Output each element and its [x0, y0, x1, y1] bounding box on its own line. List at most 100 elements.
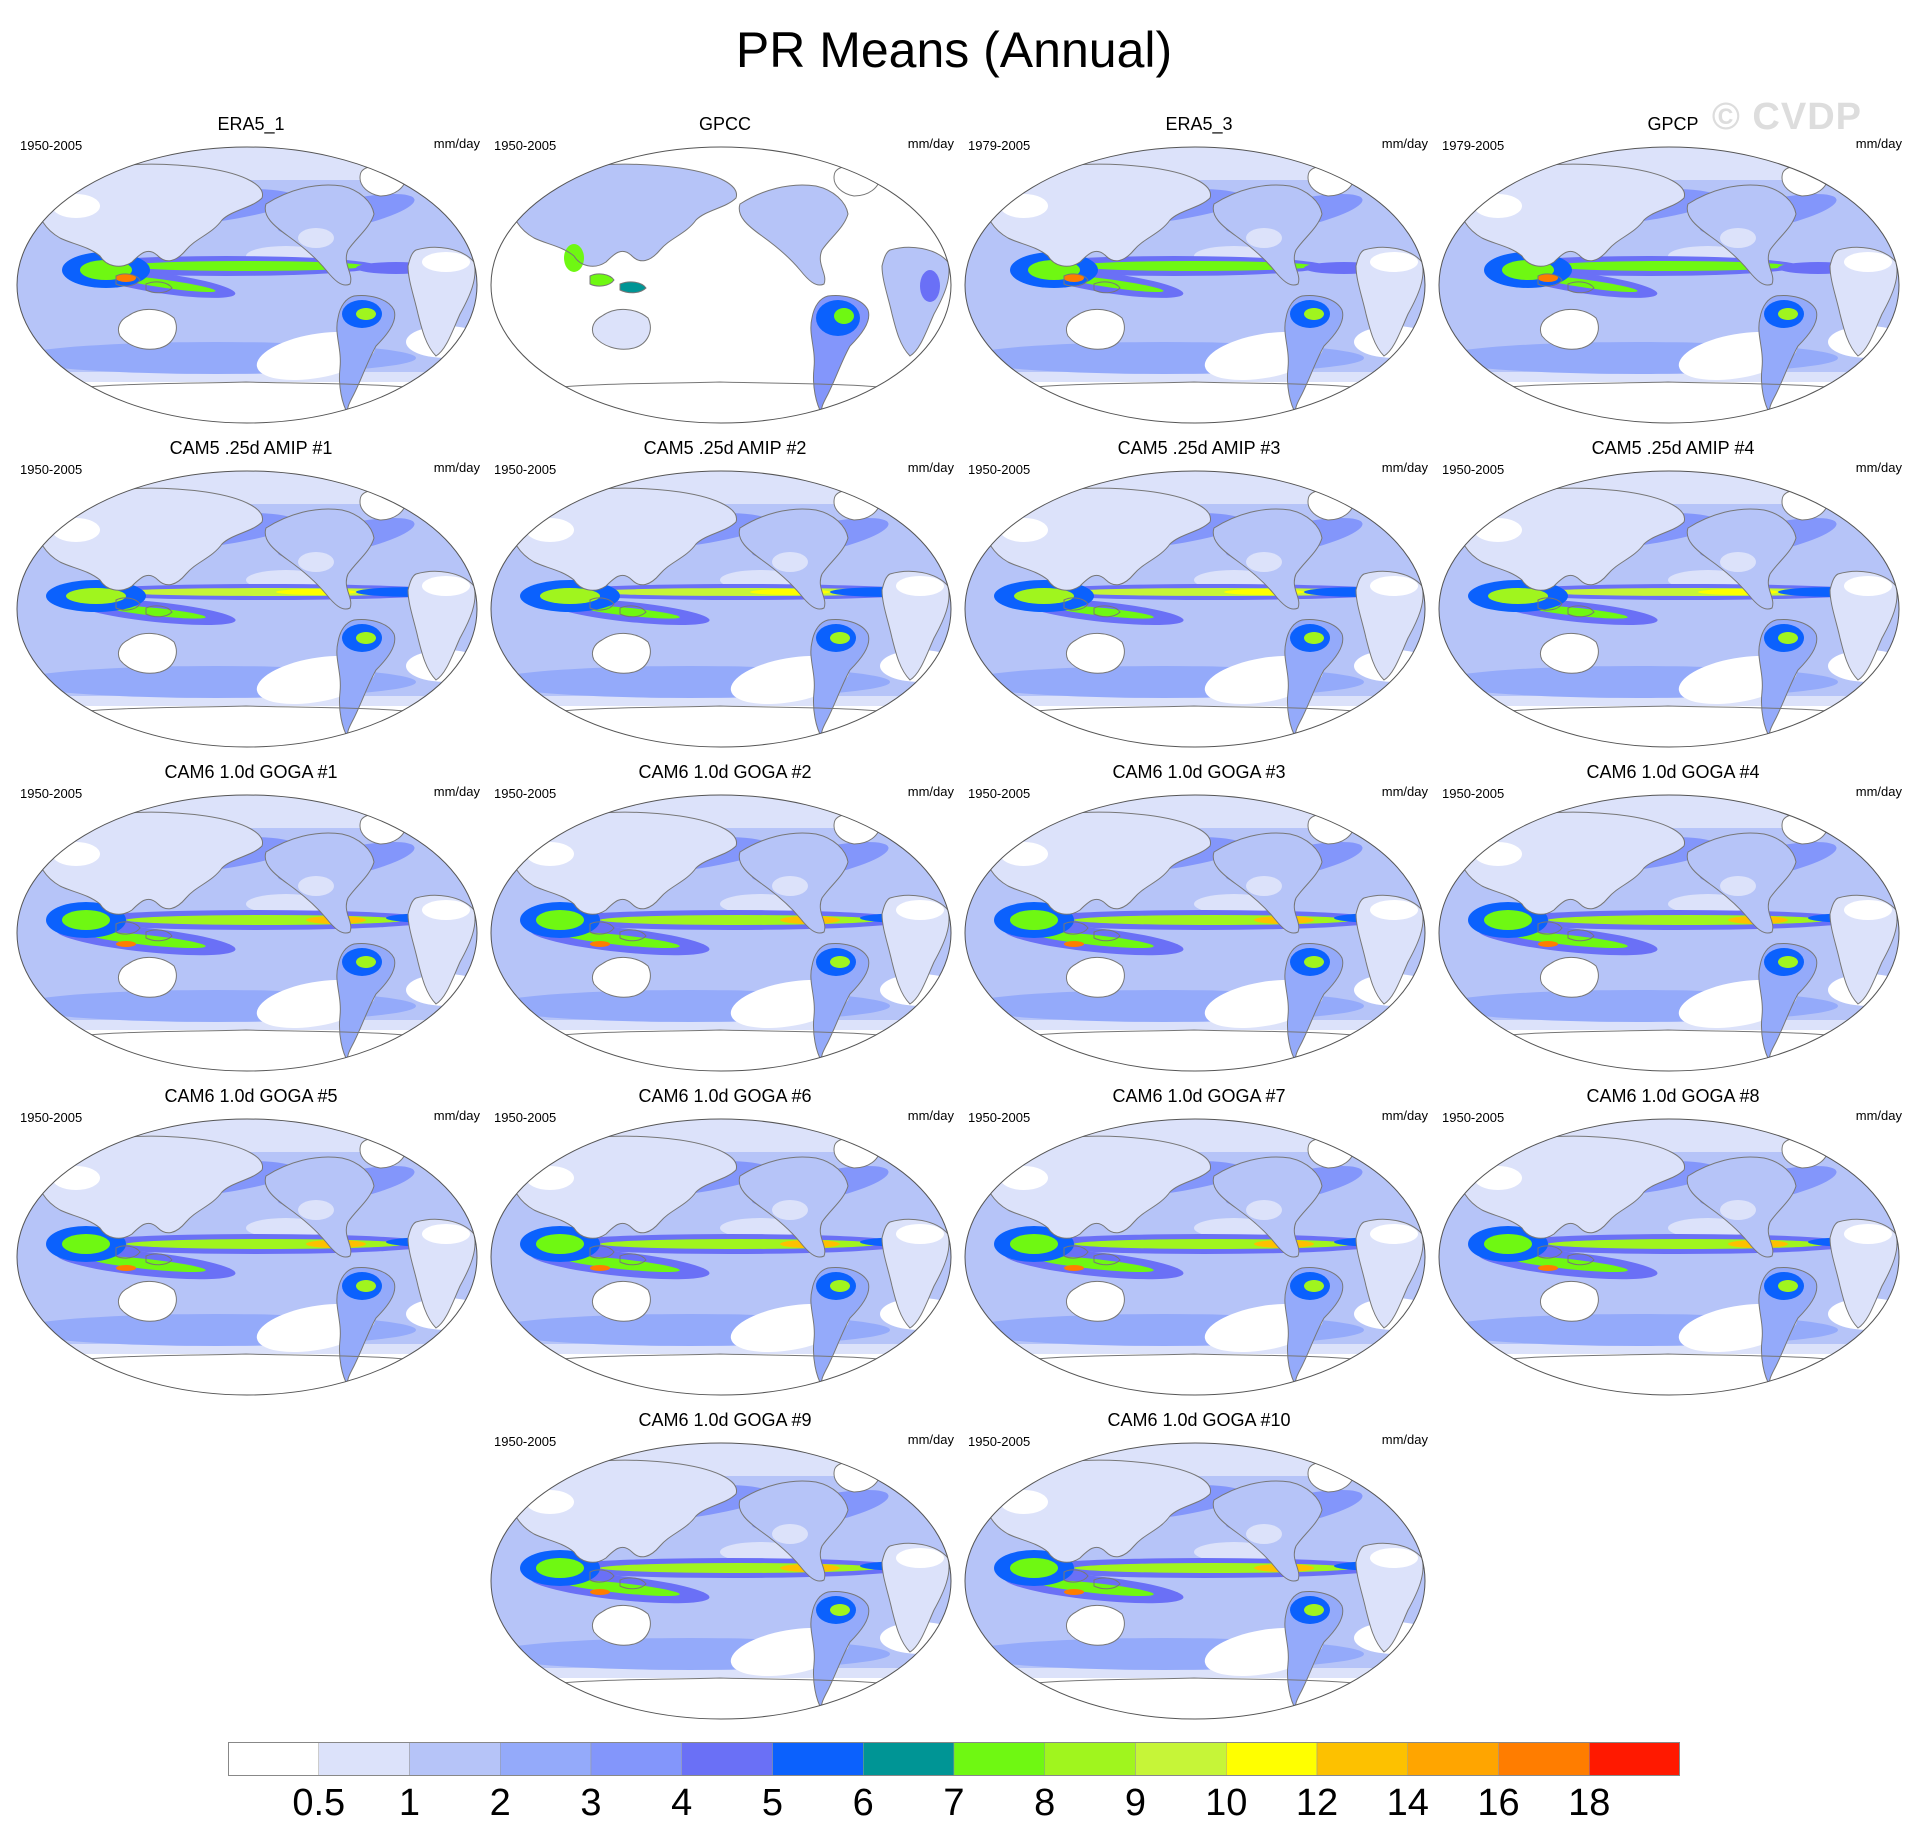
- coastline-northAmerica: [264, 832, 375, 934]
- arctic-dry: [491, 1443, 951, 1476]
- ne-pacific-dry-zone: [1668, 894, 1748, 914]
- coastline-northAmerica: [1686, 508, 1797, 610]
- africa-land: [1830, 1219, 1898, 1328]
- antarctic-dry: [1439, 1354, 1899, 1395]
- colorbar-swatch: [1226, 1742, 1318, 1776]
- panel-units: mm/day: [433, 784, 480, 799]
- coastline-australia: [1539, 1281, 1599, 1322]
- spcz-max: [590, 1265, 610, 1271]
- coastline-asia: [985, 163, 1211, 267]
- australia-land: [592, 957, 651, 998]
- map-frame: [1438, 1118, 1900, 1396]
- coastline-southAmerica: [1758, 295, 1818, 415]
- panel-units: mm/day: [1381, 1432, 1428, 1447]
- coastline-maritime2: [1567, 1253, 1595, 1266]
- central-asia-dry: [526, 1490, 574, 1514]
- sahara-dry: [1844, 576, 1892, 596]
- africa-land: [1356, 1219, 1424, 1328]
- asia-land: [985, 488, 1211, 591]
- australia-land: [1540, 957, 1599, 998]
- figure-title: PR Means (Annual): [735, 22, 1173, 78]
- coastline-southAmerica: [1758, 1267, 1818, 1387]
- coastline-northAmerica: [738, 832, 849, 934]
- map-panel: CAM6 1.0d GOGA #7 1950-2005 mm/day: [964, 1086, 1434, 1396]
- antarctic-dry: [17, 382, 477, 423]
- panel-title: ERA5_1: [217, 114, 285, 134]
- arctic-dry: [965, 1443, 1425, 1476]
- precip-map: [490, 1118, 952, 1396]
- panel-units: mm/day: [1855, 784, 1902, 799]
- itcz-core: [1548, 261, 1788, 271]
- spcz-max: [1064, 1265, 1084, 1271]
- coastline-maritime1: [1063, 597, 1089, 611]
- coastline-northAmerica: [1212, 508, 1323, 610]
- australia-land: [1066, 957, 1125, 998]
- panel-period: 1950-2005: [494, 138, 557, 153]
- map-panel: CAM5 .25d AMIP #2 1950-2005 mm/day: [490, 438, 960, 748]
- central-asia-dry: [52, 194, 100, 218]
- precip-field: [17, 471, 477, 747]
- panel-period: 1979-2005: [968, 138, 1031, 153]
- africa-land: [1830, 895, 1898, 1004]
- precip-map: [16, 146, 478, 424]
- map-panel: CAM6 1.0d GOGA #9 1950-2005 mm/day: [490, 1410, 960, 1720]
- sahara-dry: [1844, 1224, 1892, 1244]
- panel-period: 1950-2005: [1442, 462, 1505, 477]
- panel-units: mm/day: [1855, 136, 1902, 151]
- sahara-dry: [1370, 252, 1418, 272]
- coastline-southAmerica: [810, 295, 870, 415]
- coastline-northAmerica: [1212, 1480, 1323, 1582]
- coastline-australia: [591, 1281, 651, 1322]
- colorbar-swatch: [228, 1742, 319, 1776]
- sw-north-america-dry: [1720, 552, 1756, 572]
- coastline-asia: [1459, 487, 1685, 591]
- coastline-maritime2: [619, 605, 647, 618]
- precip-map: [490, 470, 952, 748]
- coastline-asia: [511, 1459, 737, 1563]
- coastline-australia: [1539, 309, 1599, 350]
- panel-period: 1950-2005: [494, 786, 557, 801]
- coastline-australia: [117, 633, 177, 674]
- africa-land: [882, 1543, 950, 1652]
- coastline-southAmerica: [810, 619, 870, 739]
- antarctic-dry: [965, 1030, 1425, 1071]
- panel-period: 1950-2005: [494, 1110, 557, 1125]
- coastline-maritime1: [589, 597, 615, 611]
- arctic-dry: [17, 471, 477, 504]
- amazon-core-precip: [356, 1280, 376, 1292]
- antarctic-dry: [491, 1678, 951, 1719]
- asia-land: [37, 1136, 263, 1239]
- central-asia-dry: [1000, 1490, 1048, 1514]
- amazon-core-precip: [1304, 1280, 1324, 1292]
- precip-map: [964, 470, 1426, 748]
- precip-map: [490, 146, 952, 424]
- colorbar-tick-label: 8: [1034, 1782, 1056, 1824]
- map-panel: CAM6 1.0d GOGA #8 1950-2005 mm/day: [1438, 1086, 1908, 1396]
- africa-land: [1356, 247, 1424, 356]
- arctic-dry: [17, 1119, 477, 1152]
- coastline-australia: [1065, 1281, 1125, 1322]
- precip-map: [1438, 1118, 1900, 1396]
- map-panel: CAM5 .25d AMIP #4 1950-2005 mm/day: [1438, 438, 1908, 748]
- map-panel: CAM5 .25d AMIP #1 1950-2005 mm/day: [16, 438, 486, 748]
- precip-map: [490, 794, 952, 1072]
- coastline-asia: [985, 1459, 1211, 1563]
- asia-land: [37, 812, 263, 915]
- amazon-core-precip: [830, 1604, 850, 1616]
- coastline-maritime2: [619, 281, 647, 294]
- sw-north-america-dry: [772, 552, 808, 572]
- coastline-northAmerica: [1212, 1156, 1323, 1258]
- spcz-max: [590, 1589, 610, 1595]
- colorbar-tick-label: 18: [1568, 1782, 1611, 1824]
- amazon-core-precip: [830, 1280, 850, 1292]
- warm-pool-core: [1010, 910, 1058, 930]
- coastline-maritime2: [1093, 605, 1121, 618]
- colorbar-swatch: [318, 1742, 410, 1776]
- amazon-core-precip: [1778, 308, 1798, 320]
- colorbar-tick-label: 16: [1477, 1782, 1520, 1824]
- asia-land: [511, 488, 737, 591]
- colorbar-tick-label: 5: [761, 1782, 784, 1824]
- panel-title: GPCP: [1647, 114, 1699, 134]
- coastline-maritime1: [1537, 921, 1563, 935]
- precip-map: [16, 1118, 478, 1396]
